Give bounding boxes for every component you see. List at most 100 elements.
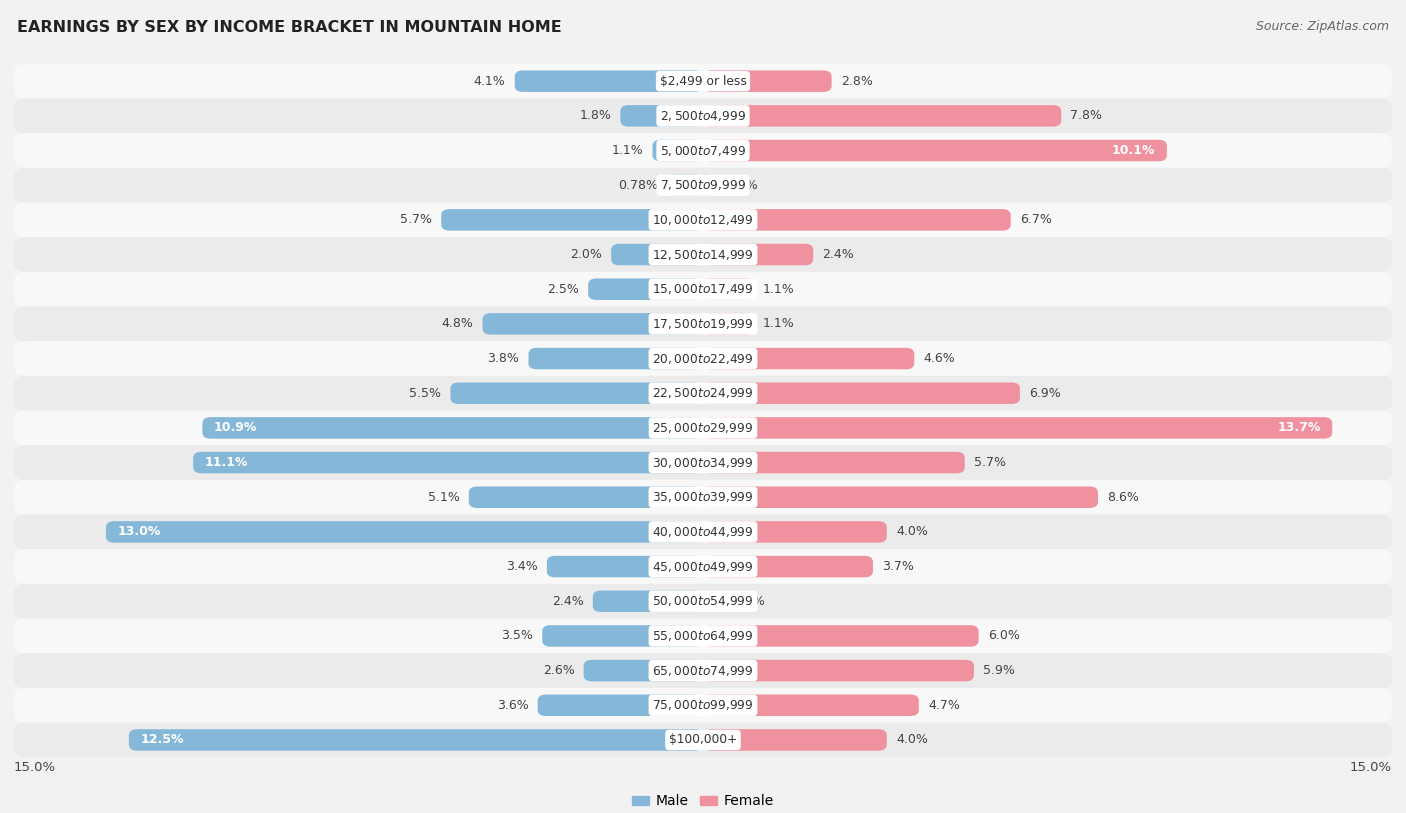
FancyBboxPatch shape — [529, 348, 703, 369]
Text: 0.78%: 0.78% — [619, 179, 658, 192]
Text: 2.0%: 2.0% — [569, 248, 602, 261]
FancyBboxPatch shape — [620, 105, 703, 127]
Text: $25,000 to $29,999: $25,000 to $29,999 — [652, 421, 754, 435]
Text: $30,000 to $34,999: $30,000 to $34,999 — [652, 455, 754, 470]
FancyBboxPatch shape — [14, 133, 1392, 167]
FancyBboxPatch shape — [543, 625, 703, 646]
Text: 6.7%: 6.7% — [1019, 213, 1052, 226]
Text: $12,500 to $14,999: $12,500 to $14,999 — [652, 247, 754, 262]
FancyBboxPatch shape — [703, 313, 754, 335]
FancyBboxPatch shape — [703, 209, 1011, 231]
Text: $55,000 to $64,999: $55,000 to $64,999 — [652, 629, 754, 643]
FancyBboxPatch shape — [14, 723, 1392, 757]
Text: 5.5%: 5.5% — [409, 387, 441, 400]
Text: $65,000 to $74,999: $65,000 to $74,999 — [652, 663, 754, 677]
Text: 4.0%: 4.0% — [896, 733, 928, 746]
FancyBboxPatch shape — [703, 140, 1167, 161]
Text: $2,500 to $4,999: $2,500 to $4,999 — [659, 109, 747, 123]
FancyBboxPatch shape — [14, 202, 1392, 237]
FancyBboxPatch shape — [668, 175, 703, 196]
Text: 3.8%: 3.8% — [488, 352, 519, 365]
Text: 4.0%: 4.0% — [896, 525, 928, 538]
FancyBboxPatch shape — [14, 237, 1392, 272]
Text: $100,000+: $100,000+ — [669, 733, 737, 746]
Text: $15,000 to $17,499: $15,000 to $17,499 — [652, 282, 754, 296]
Text: 3.7%: 3.7% — [882, 560, 914, 573]
FancyBboxPatch shape — [593, 590, 703, 612]
Text: $40,000 to $44,999: $40,000 to $44,999 — [652, 525, 754, 539]
FancyBboxPatch shape — [588, 279, 703, 300]
FancyBboxPatch shape — [14, 515, 1392, 550]
FancyBboxPatch shape — [14, 550, 1392, 584]
FancyBboxPatch shape — [14, 446, 1392, 480]
FancyBboxPatch shape — [515, 71, 703, 92]
FancyBboxPatch shape — [703, 279, 754, 300]
Text: 2.4%: 2.4% — [551, 595, 583, 608]
FancyBboxPatch shape — [202, 417, 703, 439]
Text: 15.0%: 15.0% — [1350, 762, 1392, 775]
Text: 13.0%: 13.0% — [117, 525, 160, 538]
Text: 5.1%: 5.1% — [427, 491, 460, 504]
FancyBboxPatch shape — [450, 382, 703, 404]
Text: $45,000 to $49,999: $45,000 to $49,999 — [652, 559, 754, 574]
Text: 2.4%: 2.4% — [823, 248, 855, 261]
Text: $75,000 to $99,999: $75,000 to $99,999 — [652, 698, 754, 712]
FancyBboxPatch shape — [700, 175, 711, 196]
Text: 10.9%: 10.9% — [214, 421, 257, 434]
FancyBboxPatch shape — [703, 590, 716, 612]
FancyBboxPatch shape — [14, 584, 1392, 619]
Text: 4.1%: 4.1% — [474, 75, 506, 88]
FancyBboxPatch shape — [14, 307, 1392, 341]
FancyBboxPatch shape — [14, 272, 1392, 307]
FancyBboxPatch shape — [703, 625, 979, 646]
Text: 6.9%: 6.9% — [1029, 387, 1062, 400]
Text: 4.6%: 4.6% — [924, 352, 955, 365]
FancyBboxPatch shape — [612, 244, 703, 265]
Text: 7.8%: 7.8% — [1070, 110, 1102, 122]
FancyBboxPatch shape — [547, 556, 703, 577]
Text: Source: ZipAtlas.com: Source: ZipAtlas.com — [1256, 20, 1389, 33]
FancyBboxPatch shape — [703, 660, 974, 681]
Text: 0.28%: 0.28% — [725, 595, 765, 608]
Text: 1.8%: 1.8% — [579, 110, 612, 122]
FancyBboxPatch shape — [14, 376, 1392, 411]
Text: 2.5%: 2.5% — [547, 283, 579, 296]
Text: 0.12%: 0.12% — [717, 179, 758, 192]
Text: $10,000 to $12,499: $10,000 to $12,499 — [652, 213, 754, 227]
Legend: Male, Female: Male, Female — [627, 789, 779, 813]
Text: $17,500 to $19,999: $17,500 to $19,999 — [652, 317, 754, 331]
Text: 8.6%: 8.6% — [1107, 491, 1139, 504]
Text: $2,499 or less: $2,499 or less — [659, 75, 747, 88]
FancyBboxPatch shape — [703, 521, 887, 542]
FancyBboxPatch shape — [703, 729, 887, 750]
Text: 3.6%: 3.6% — [496, 699, 529, 711]
Text: EARNINGS BY SEX BY INCOME BRACKET IN MOUNTAIN HOME: EARNINGS BY SEX BY INCOME BRACKET IN MOU… — [17, 20, 561, 35]
Text: 1.1%: 1.1% — [612, 144, 644, 157]
Text: 6.0%: 6.0% — [988, 629, 1019, 642]
FancyBboxPatch shape — [468, 486, 703, 508]
Text: 13.7%: 13.7% — [1278, 421, 1320, 434]
Text: 3.4%: 3.4% — [506, 560, 537, 573]
FancyBboxPatch shape — [14, 98, 1392, 133]
FancyBboxPatch shape — [703, 105, 1062, 127]
FancyBboxPatch shape — [703, 417, 1333, 439]
Text: 15.0%: 15.0% — [14, 762, 56, 775]
FancyBboxPatch shape — [14, 688, 1392, 723]
Text: 3.5%: 3.5% — [501, 629, 533, 642]
FancyBboxPatch shape — [14, 167, 1392, 202]
FancyBboxPatch shape — [14, 654, 1392, 688]
Text: 4.8%: 4.8% — [441, 317, 474, 330]
FancyBboxPatch shape — [441, 209, 703, 231]
FancyBboxPatch shape — [703, 244, 813, 265]
Text: 4.7%: 4.7% — [928, 699, 960, 711]
Text: $35,000 to $39,999: $35,000 to $39,999 — [652, 490, 754, 504]
Text: $22,500 to $24,999: $22,500 to $24,999 — [652, 386, 754, 400]
FancyBboxPatch shape — [703, 486, 1098, 508]
FancyBboxPatch shape — [193, 452, 703, 473]
FancyBboxPatch shape — [703, 556, 873, 577]
Text: 11.1%: 11.1% — [205, 456, 249, 469]
Text: 1.1%: 1.1% — [762, 317, 794, 330]
FancyBboxPatch shape — [703, 382, 1019, 404]
Text: $50,000 to $54,999: $50,000 to $54,999 — [652, 594, 754, 608]
Text: 5.7%: 5.7% — [974, 456, 1005, 469]
